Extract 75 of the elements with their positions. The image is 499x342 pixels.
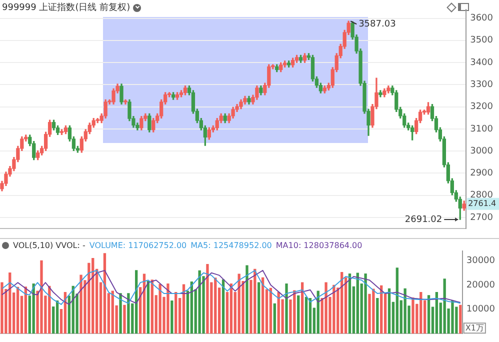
bar [396,268,398,334]
bar [443,278,446,334]
bar [324,282,328,334]
bar [459,304,462,334]
bar [123,304,126,334]
bar [372,288,375,334]
bar [16,286,20,334]
bar [246,265,248,334]
bar [214,278,217,334]
chart-title: VOL(5,10) VVOL: - [13,241,86,250]
bar [388,288,391,334]
bar [40,260,43,334]
bar [258,282,260,334]
text: 2761.4 [468,199,496,208]
y-tick-label: 3400 [470,58,494,68]
bar [273,303,276,334]
bar [111,290,114,334]
bar [376,298,379,334]
text: MA5: 125478952.00 [190,241,272,250]
bar [435,292,438,334]
bar [150,280,154,334]
y-tick-label: 3000 [470,146,494,156]
y-axis-title: X1万 [465,324,484,333]
text: MA10: 128037864.00 [276,241,362,250]
y-tick-label: 20000 [466,280,496,290]
bar [356,272,359,334]
y-tick-label: 3500 [470,36,494,46]
bar [261,277,264,334]
y-tick-label: 3600 [470,14,494,24]
bar [269,288,272,334]
bar [56,300,59,334]
bar [103,253,106,334]
bar [92,258,94,334]
bar [332,284,336,334]
bar [158,284,162,334]
y-tick-label: 2900 [470,168,494,179]
bar [304,296,308,334]
y-tick-label: 2700 [470,212,494,223]
annotation: 3587.03 [358,19,396,30]
bar [404,288,406,334]
y-tick-label: 3100 [470,124,494,134]
bar [364,274,367,334]
bar [174,292,178,334]
bar [308,298,312,334]
bar [222,279,225,334]
bar [340,272,344,334]
chart-title: 999999 上证指数(日线 前复权) [2,2,130,14]
y-tick-label: 2800 [470,190,494,201]
bar [427,295,430,334]
bar [119,293,122,334]
bar [166,283,170,334]
bar [254,268,256,334]
y-tick-label: 3300 [470,80,494,90]
y-tick-label: 10000 [466,304,496,315]
bar [412,298,414,334]
annotation: 2691.02 [404,214,442,225]
bar [182,284,186,334]
bar [348,274,352,334]
bar [127,293,130,334]
bar [300,282,304,334]
bar [285,283,288,334]
bar [198,270,201,334]
bar [238,274,240,334]
y-tick-label: 30000 [466,256,496,266]
bar [206,264,209,334]
bar [170,300,174,334]
text: VOLUME: 117062752.00 [89,241,187,250]
y-tick-label: 3200 [470,102,494,112]
bar [297,295,300,334]
bar [80,274,82,334]
bar [420,292,422,334]
bar [8,272,12,334]
bar [451,300,454,334]
bar [0,282,4,334]
bar [146,281,150,334]
